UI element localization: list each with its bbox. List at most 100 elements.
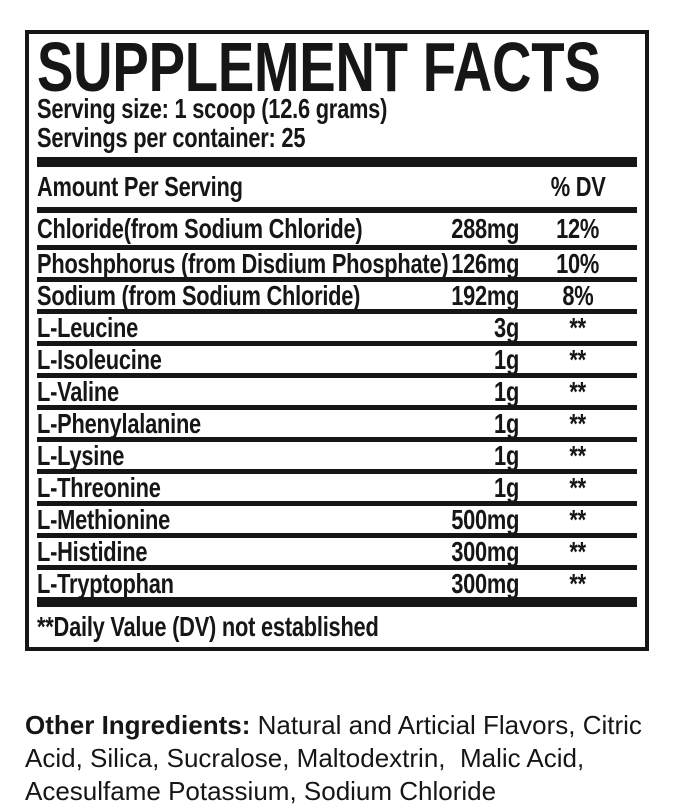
ingredient-amount-text: 3g bbox=[493, 311, 519, 343]
other-ingredients-label: Other Ingredients: bbox=[25, 710, 251, 740]
ingredient-amount: 1g bbox=[427, 376, 519, 408]
ingredient-dv: 10% bbox=[519, 248, 637, 280]
table-row: L-Valine 1g ** bbox=[37, 373, 637, 408]
ingredient-name-text: L-Phenylalanine bbox=[37, 407, 201, 439]
ingredient-dv-text: ** bbox=[569, 407, 587, 439]
ingredient-amount-text: 192mg bbox=[450, 279, 519, 311]
ingredient-table: Chloride(from Sodium Chloride) 288mg 12%… bbox=[37, 213, 637, 600]
ingredient-dv: ** bbox=[519, 536, 637, 568]
ingredient-dv-text: 10% bbox=[556, 247, 600, 279]
ingredient-amount: 3g bbox=[427, 312, 519, 344]
ingredient-amount-text: 300mg bbox=[450, 535, 519, 567]
table-row: L-Leucine 3g ** bbox=[37, 309, 637, 344]
table-header-row: Amount Per Serving % DV bbox=[37, 167, 637, 207]
table-row: L-Phenylalanine 1g ** bbox=[37, 405, 637, 440]
ingredient-name: L-Histidine bbox=[37, 536, 427, 568]
ingredient-amount: 1g bbox=[427, 440, 519, 472]
ingredient-dv-text: ** bbox=[569, 503, 587, 535]
amount-per-serving-header: Amount Per Serving bbox=[37, 171, 427, 203]
ingredient-name: L-Phenylalanine bbox=[37, 408, 427, 440]
ingredient-dv: ** bbox=[519, 312, 637, 344]
ingredient-name-text: Sodium (from Sodium Chloride) bbox=[37, 279, 361, 311]
ingredient-amount: 300mg bbox=[427, 536, 519, 568]
ingredient-amount-text: 300mg bbox=[450, 567, 519, 599]
ingredient-amount-text: 1g bbox=[493, 407, 519, 439]
panel-title-text: SUPPLEMENT FACTS bbox=[37, 28, 601, 106]
ingredient-dv: 12% bbox=[519, 213, 637, 245]
ingredient-amount: 1g bbox=[427, 344, 519, 376]
ingredient-name: Chloride(from Sodium Chloride) bbox=[37, 213, 427, 245]
ingredient-name-text: L-Threonine bbox=[37, 471, 161, 503]
ingredient-name-text: L-Methionine bbox=[37, 503, 171, 535]
percent-dv-header: % DV bbox=[519, 171, 637, 203]
ingredient-name: L-Methionine bbox=[37, 504, 427, 536]
ingredient-name: L-Lysine bbox=[37, 440, 427, 472]
ingredient-dv-text: ** bbox=[569, 535, 587, 567]
ingredient-name: L-Leucine bbox=[37, 312, 427, 344]
ingredient-dv-text: ** bbox=[569, 375, 587, 407]
table-row: L-Isoleucine 1g ** bbox=[37, 341, 637, 376]
ingredient-name: L-Threonine bbox=[37, 472, 427, 504]
ingredient-amount-text: 288mg bbox=[450, 213, 519, 244]
ingredient-amount: 126mg bbox=[427, 248, 519, 280]
ingredient-dv-text: 8% bbox=[562, 279, 594, 311]
dv-footnote: **Daily Value (DV) not established bbox=[37, 607, 637, 647]
ingredient-name: Phoshphorus (from Disdium Phosphate) bbox=[37, 248, 449, 280]
table-row: Chloride(from Sodium Chloride) 288mg 12% bbox=[37, 213, 637, 245]
ingredient-name-text: Phoshphorus (from Disdium Phosphate) bbox=[37, 247, 449, 279]
ingredient-name-text: L-Valine bbox=[37, 375, 119, 407]
serving-size-line: Serving size: 1 scoop (12.6 grams) bbox=[37, 94, 637, 123]
ingredient-amount-text: 1g bbox=[493, 471, 519, 503]
ingredient-amount: 500mg bbox=[427, 504, 519, 536]
ingredient-dv: ** bbox=[519, 472, 637, 504]
supplement-facts-panel: SUPPLEMENT FACTS Serving size: 1 scoop (… bbox=[25, 30, 649, 651]
ingredient-amount-text: 1g bbox=[493, 343, 519, 375]
ingredient-dv-text: 12% bbox=[556, 213, 600, 244]
thick-divider-top bbox=[37, 157, 637, 167]
ingredient-dv: ** bbox=[519, 408, 637, 440]
ingredient-name: L-Tryptophan bbox=[37, 568, 427, 600]
ingredient-dv-text: ** bbox=[569, 311, 587, 343]
ingredient-name: L-Valine bbox=[37, 376, 427, 408]
ingredient-name-text: Chloride(from Sodium Chloride) bbox=[37, 213, 363, 244]
amount-per-serving-header-text: Amount Per Serving bbox=[37, 171, 243, 202]
servings-per-container-line: Servings per container: 25 bbox=[37, 123, 637, 152]
ingredient-name-text: L-Lysine bbox=[37, 439, 125, 471]
ingredient-dv-text: ** bbox=[569, 439, 587, 471]
panel-title: SUPPLEMENT FACTS bbox=[37, 28, 637, 106]
table-row: L-Threonine 1g ** bbox=[37, 469, 637, 504]
ingredient-amount: 1g bbox=[427, 472, 519, 504]
ingredient-name-text: L-Histidine bbox=[37, 535, 148, 567]
dv-footnote-text: **Daily Value (DV) not established bbox=[37, 611, 379, 642]
other-ingredients-text: Natural and Articial Flavors, Citric Aci… bbox=[25, 710, 648, 806]
ingredient-amount-text: 500mg bbox=[450, 503, 519, 535]
table-row: L-Histidine 300mg ** bbox=[37, 533, 637, 568]
ingredient-dv: ** bbox=[519, 568, 637, 600]
ingredient-name: L-Isoleucine bbox=[37, 344, 427, 376]
ingredient-dv-text: ** bbox=[569, 471, 587, 503]
ingredient-amount-text: 1g bbox=[493, 375, 519, 407]
other-ingredients: Other Ingredients: Natural and Articial … bbox=[25, 709, 645, 808]
ingredient-amount: 300mg bbox=[427, 568, 519, 600]
thick-divider-bottom bbox=[37, 597, 637, 607]
table-row: L-Lysine 1g ** bbox=[37, 437, 637, 472]
table-row: L-Methionine 500mg ** bbox=[37, 501, 637, 536]
ingredient-dv: ** bbox=[519, 504, 637, 536]
ingredient-amount-text: 126mg bbox=[450, 247, 519, 279]
ingredient-dv: ** bbox=[519, 344, 637, 376]
ingredient-dv-text: ** bbox=[569, 343, 587, 375]
table-row: Phoshphorus (from Disdium Phosphate) 126… bbox=[37, 245, 637, 280]
servings-per-container-text: Servings per container: 25 bbox=[37, 122, 306, 153]
ingredient-dv: ** bbox=[519, 376, 637, 408]
ingredient-amount: 288mg bbox=[427, 213, 519, 245]
ingredient-amount: 192mg bbox=[427, 280, 519, 312]
table-row: L-Tryptophan 300mg ** bbox=[37, 565, 637, 600]
table-row: Sodium (from Sodium Chloride) 192mg 8% bbox=[37, 277, 637, 312]
ingredient-dv: 8% bbox=[519, 280, 637, 312]
ingredient-amount: 1g bbox=[427, 408, 519, 440]
ingredient-name: Sodium (from Sodium Chloride) bbox=[37, 280, 427, 312]
ingredient-name-text: L-Tryptophan bbox=[37, 567, 174, 599]
medium-divider-header bbox=[37, 207, 637, 213]
ingredient-dv-text: ** bbox=[569, 567, 587, 599]
